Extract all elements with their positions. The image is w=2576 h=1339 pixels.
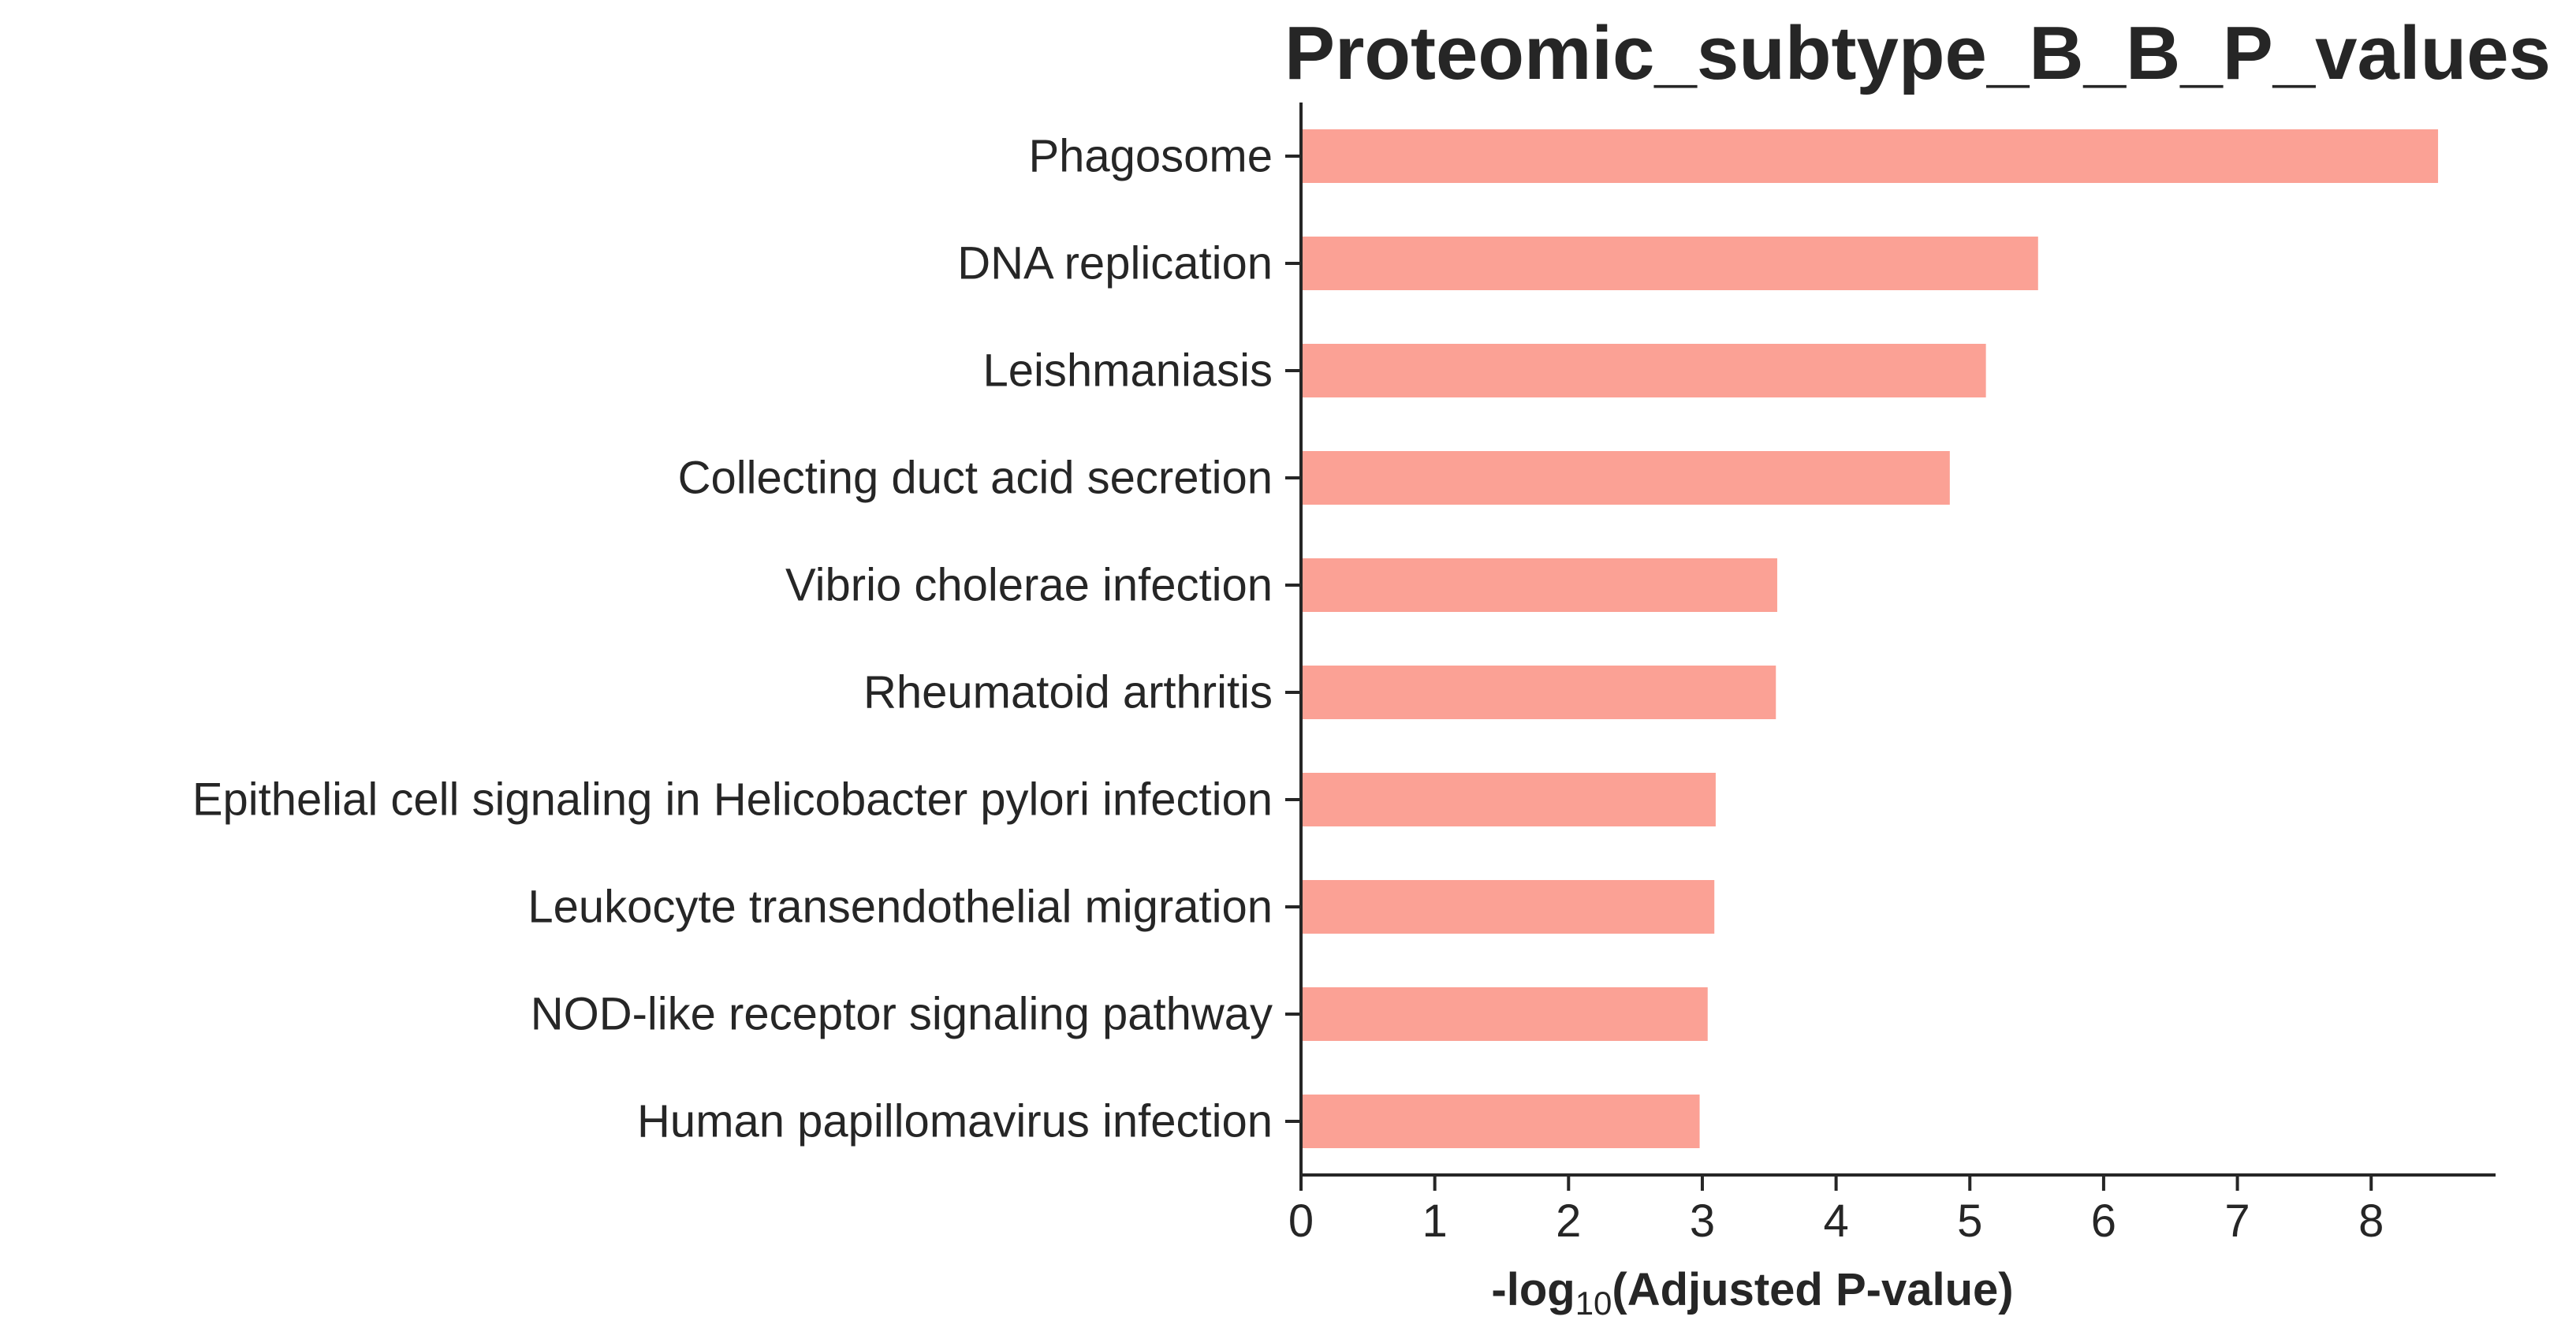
bar-9	[1301, 987, 1708, 1041]
x-tick-label: 6	[2091, 1195, 2116, 1247]
category-label: DNA replication	[957, 238, 1273, 289]
category-label: NOD-like receptor signaling pathway	[531, 989, 1273, 1040]
category-labels: Phagosome DNA replication Leishmaniasis Col…	[192, 131, 1273, 1147]
bars-layer	[1301, 129, 2439, 1148]
category-label: Collecting duct acid secretion	[678, 453, 1273, 504]
x-tick-label: 8	[2358, 1195, 2384, 1247]
x-tick-label: 4	[1823, 1195, 1848, 1247]
x-axis-ticks: 0 1 2 3 4 5 6 7 8	[1285, 155, 2384, 1247]
x-tick-label: 2	[1556, 1195, 1581, 1247]
bar-6	[1301, 666, 1776, 719]
bar-7	[1301, 773, 1716, 826]
bar-10	[1301, 1095, 1700, 1148]
category-label: Human papillomavirus infection	[637, 1096, 1273, 1147]
bar-1	[1301, 129, 2439, 183]
x-tick-label: 0	[1288, 1195, 1314, 1247]
category-label: Vibrio cholerae infection	[785, 560, 1273, 611]
x-axis-label: -log10(Adjusted P-value)	[1491, 1264, 2013, 1322]
x-tick-label: 3	[1690, 1195, 1715, 1247]
category-label: Leishmaniasis	[982, 345, 1273, 397]
bar-8	[1301, 880, 1715, 934]
category-label: Phagosome	[1028, 131, 1273, 182]
x-tick-label: 7	[2224, 1195, 2250, 1247]
x-axis-label-subscript: 10	[1575, 1285, 1612, 1322]
category-label: Epithelial cell signaling in Helicobacte…	[192, 774, 1273, 826]
bar-3	[1301, 344, 1986, 397]
bar-2	[1301, 237, 2038, 290]
bar-4	[1301, 451, 1950, 505]
x-axis-label-prefix: -log	[1491, 1264, 1575, 1315]
x-tick-label: 1	[1422, 1195, 1448, 1247]
category-label: Leukocyte transendothelial migration	[528, 882, 1273, 933]
category-label: Rheumatoid arthritis	[863, 667, 1273, 718]
x-axis-label-suffix: (Adjusted P-value)	[1612, 1264, 2013, 1315]
chart-title: Proteomic_subtype_B_B_P_values	[1284, 11, 2551, 95]
x-tick-label: 5	[1957, 1195, 1982, 1247]
bar-5	[1301, 558, 1777, 612]
